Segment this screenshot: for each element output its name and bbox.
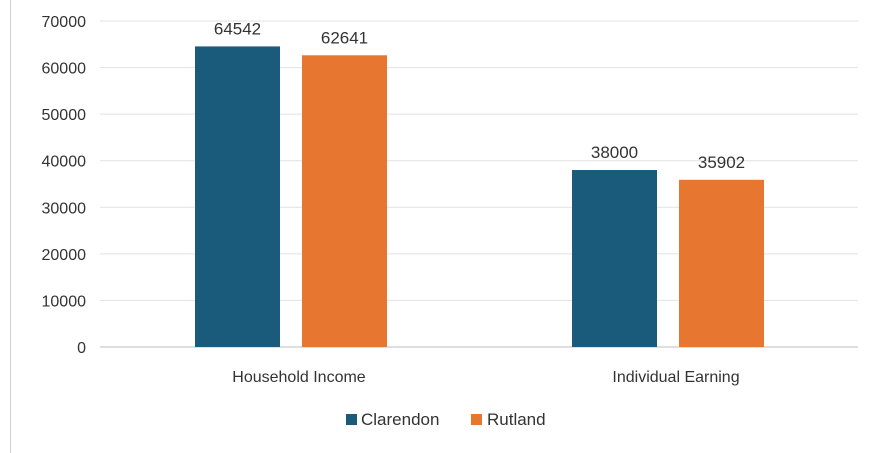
data-labels: 64542 62641 38000 35902 [214,19,745,171]
x-category-label: Household Income [232,369,366,386]
x-category-label: Individual Earning [612,369,739,386]
bar-clarendon-individual-earning [572,170,657,347]
x-axis-category-labels: Household Income Individual Earning [232,369,739,386]
data-label: 62641 [321,28,368,47]
legend-label-rutland: Rutland [487,410,546,429]
y-axis-tick-labels: 0 10000 20000 30000 40000 50000 60000 70000 [42,14,87,357]
legend-swatch-clarendon [346,414,357,425]
y-tick-label: 60000 [42,61,87,78]
legend: Clarendon Rutland [346,410,546,429]
y-tick-label: 10000 [42,293,87,310]
y-tick-label: 30000 [42,200,87,217]
y-tick-label: 70000 [42,14,87,31]
y-tick-label: 20000 [42,247,87,264]
bars [195,46,764,348]
data-label: 35902 [698,153,745,172]
legend-label-clarendon: Clarendon [361,410,439,429]
left-border-line [10,0,11,453]
bar-rutland-individual-earning [679,179,764,347]
data-label: 38000 [591,143,638,162]
legend-swatch-rutland [471,414,482,425]
y-tick-label: 50000 [42,107,87,124]
bar-clarendon-household-income [195,46,280,347]
y-tick-label: 0 [77,340,86,357]
bar-rutland-household-income [302,55,387,348]
data-label: 64542 [214,19,261,38]
y-tick-label: 40000 [42,154,87,171]
